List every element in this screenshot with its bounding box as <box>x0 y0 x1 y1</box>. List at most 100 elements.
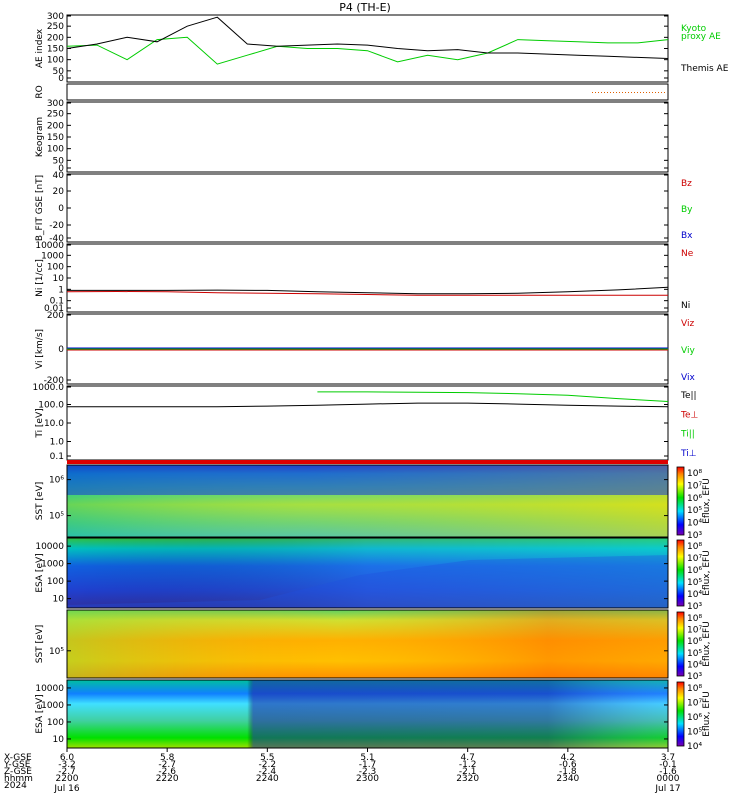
colorbar-tick: 10⁸ <box>687 542 702 552</box>
x-tick-label: 4.7 <box>461 753 475 763</box>
y-tick-label: 0 <box>58 345 64 355</box>
legend-entry: Te⊥ <box>680 410 699 420</box>
y-tick-label: 20 <box>53 187 65 197</box>
colorbar-tick: 10³ <box>687 531 702 541</box>
x-tick-label: -2.2 <box>259 760 277 770</box>
y-tick-label: 100 <box>47 718 64 728</box>
x-tick-label: 5.1 <box>360 753 374 763</box>
panel-5: 200 0 -200 Vi [km/s] Viz Viy Vix <box>35 311 695 386</box>
colorbar-tick: 10⁵ <box>687 506 702 516</box>
panel-frame <box>66 243 669 313</box>
y-tick-label: 10 <box>53 274 65 284</box>
y-tick-label: 10⁵ <box>49 647 64 657</box>
y-tick-label: 10.0 <box>44 419 64 429</box>
legend-entry: Viz <box>681 319 694 329</box>
colorbar-tick: 10⁷ <box>687 699 702 709</box>
colorbar-tick: 10⁶ <box>687 713 702 723</box>
ro-point <box>649 92 650 93</box>
panel-frame <box>66 609 669 679</box>
x-tick-label: -1.6 <box>659 767 677 777</box>
legend-entry: By <box>681 205 693 215</box>
y-tick-label: -20 <box>49 221 64 231</box>
y-tick-label: -200 <box>44 376 65 386</box>
y-tick-label: 200 <box>47 311 64 321</box>
ro-point <box>646 92 647 93</box>
colorbar <box>676 466 685 536</box>
y-tick-label: 250 <box>47 22 64 32</box>
y-tick-label: 100 <box>47 577 64 587</box>
y-tick-label: 100 <box>47 56 64 66</box>
x-tick-label: 2340 <box>556 774 579 784</box>
ro-point <box>619 92 620 93</box>
colorbar-tick: 10⁶ <box>687 637 702 647</box>
y-tick-label: 10 <box>53 735 65 745</box>
y-tick-label: 0.1 <box>50 297 64 307</box>
x-row-label: hhmm <box>4 774 33 784</box>
colorbar-tick: 10⁸ <box>687 614 702 624</box>
y-tick-label: 10⁵ <box>49 512 64 522</box>
panel-3: -40 -20 0 20 40 B_FIT GSE [nT] Bz By Bx <box>35 171 693 244</box>
ro-point <box>601 92 602 93</box>
ro-point <box>628 92 629 93</box>
series-line <box>67 286 669 295</box>
x-tick-label: -2.4 <box>259 767 277 777</box>
y-tick-label: 300 <box>47 12 64 22</box>
y-tick-label: 1 <box>58 285 64 295</box>
colorbar-tick: 10⁴ <box>687 590 702 600</box>
x-tick-label: 3.7 <box>661 753 675 763</box>
colorbar-tick: 10⁵ <box>687 578 702 588</box>
y-tick-label: 300 <box>47 99 64 109</box>
x-tick-label: -1.8 <box>559 767 577 777</box>
x-tick-label: -2.3 <box>359 767 377 777</box>
ro-point <box>658 92 659 93</box>
legend-entry: Ni <box>681 301 690 311</box>
panel-1: RO <box>35 83 669 101</box>
ro-point <box>655 92 656 93</box>
x-tick-label: -0.6 <box>559 760 577 770</box>
panel-frame <box>66 464 669 538</box>
colorbar-tick: 10⁵ <box>687 649 702 659</box>
ro-point <box>607 92 608 93</box>
ro-point <box>637 92 638 93</box>
y-tick-label: -40 <box>49 234 64 244</box>
x-tick-label: 2320 <box>456 774 479 784</box>
y-tick-label: 0 <box>58 164 64 174</box>
colorbar <box>676 681 685 747</box>
series-line <box>66 290 668 296</box>
colorbar-label: Eflux, EFU <box>702 621 712 667</box>
series-line <box>317 391 669 402</box>
ro-point <box>622 92 623 93</box>
series-line <box>67 402 669 408</box>
x-tick-label: -2.6 <box>158 767 176 777</box>
colorbar-tick: 10³ <box>687 672 702 682</box>
x-tick-label: 2220 <box>156 774 179 784</box>
colorbar-tick: 10⁸ <box>687 469 702 479</box>
x-row-label: 2024 <box>4 781 27 791</box>
x-tick-label: -0.1 <box>659 760 677 770</box>
y-tick-label: 50 <box>53 156 65 166</box>
panel-8: 10000 1000 100 10 ESA [eV] 10⁸ 10⁷ 10⁶ 10⁵ 10⁴ 10³… <box>35 537 712 612</box>
x-axis-layer: X-GSEY-GSEZ-GSEhhmm20246.0-3.2-2.72200Ju… <box>3 748 681 794</box>
colorbar <box>676 539 685 607</box>
panel-frame <box>66 14 669 83</box>
colorbar-tick: 10⁷ <box>687 481 702 491</box>
y-axis-label: ESA [eV] <box>35 694 45 733</box>
sst-electron-heatmap <box>67 610 668 678</box>
panel-frame <box>66 83 669 101</box>
ro-point <box>598 92 599 93</box>
colorbar <box>676 611 685 677</box>
y-tick-label: 10000 <box>35 542 64 552</box>
colorbar-tick: 10⁵ <box>687 728 702 738</box>
y-axis-label: Ni [1/cc] <box>35 259 45 297</box>
x-row-label: Y-GSE <box>3 760 31 770</box>
x-tick-label: -2.7 <box>158 760 176 770</box>
y-tick-label: 150 <box>47 45 64 55</box>
legend-entry: Ti|| <box>680 430 695 440</box>
y-tick-label: 0.1 <box>50 452 64 462</box>
y-tick-label: 100.0 <box>38 401 64 411</box>
